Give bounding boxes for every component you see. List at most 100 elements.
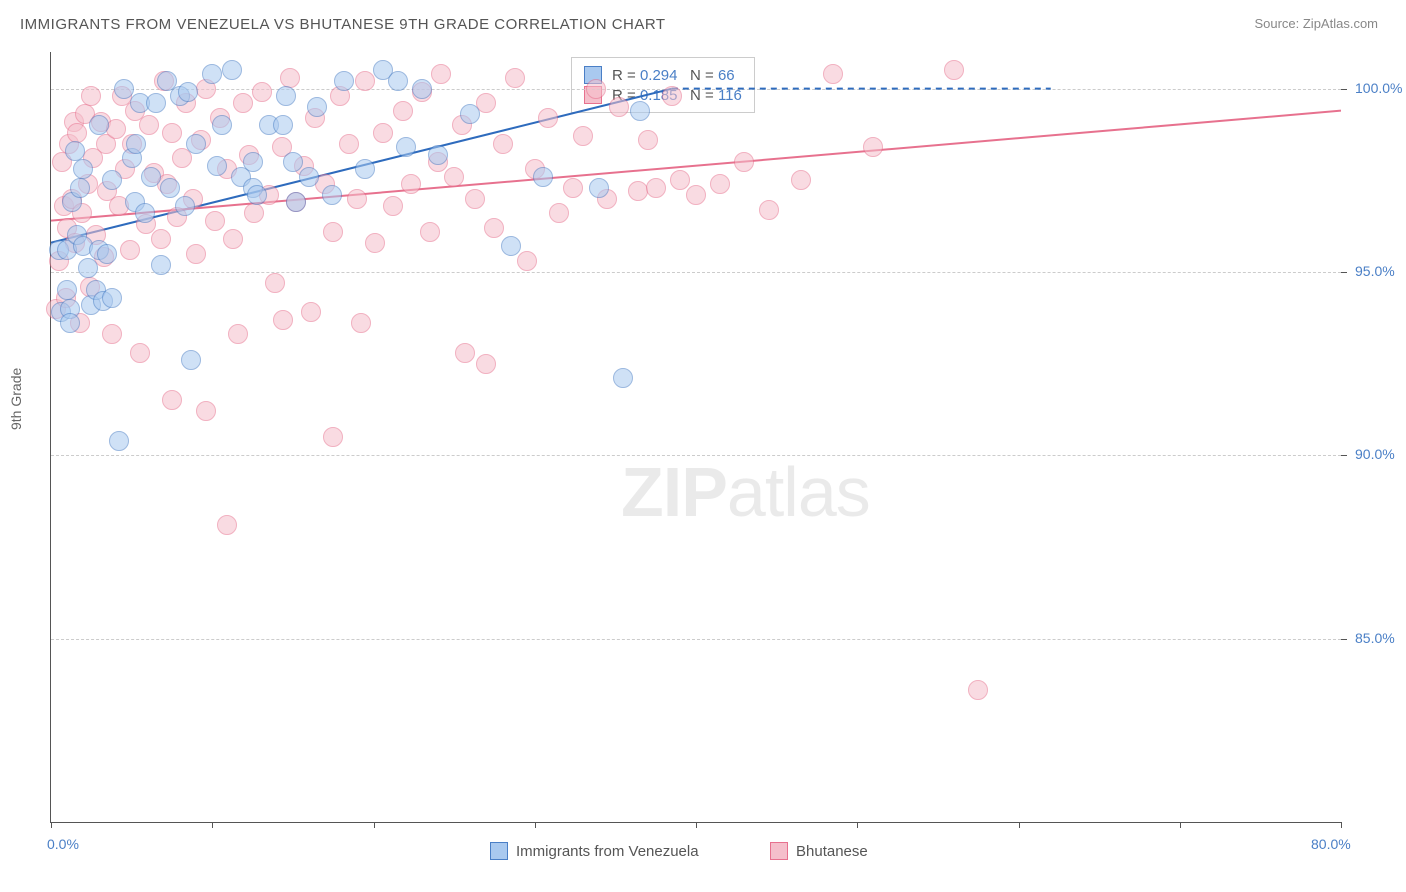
data-point-bhutanese	[638, 130, 658, 150]
data-point-venezuela	[141, 167, 161, 187]
data-point-venezuela	[135, 203, 155, 223]
data-point-venezuela	[283, 152, 303, 172]
x-tick	[51, 822, 52, 828]
data-point-venezuela	[412, 79, 432, 99]
data-point-bhutanese	[383, 196, 403, 216]
data-point-bhutanese	[431, 64, 451, 84]
data-point-venezuela	[109, 431, 129, 451]
stats-text: R = 0.294 N = 66	[612, 67, 735, 84]
data-point-bhutanese	[186, 244, 206, 264]
data-point-bhutanese	[130, 343, 150, 363]
data-point-bhutanese	[273, 310, 293, 330]
y-tick	[1341, 455, 1347, 456]
y-tick-label: 85.0%	[1355, 630, 1395, 646]
x-tick	[696, 822, 697, 828]
data-point-bhutanese	[102, 324, 122, 344]
data-point-bhutanese	[393, 101, 413, 121]
data-point-bhutanese	[244, 203, 264, 223]
data-point-bhutanese	[280, 68, 300, 88]
data-point-bhutanese	[628, 181, 648, 201]
data-point-bhutanese	[573, 126, 593, 146]
data-point-bhutanese	[347, 189, 367, 209]
gridline-h	[51, 639, 1341, 640]
data-point-bhutanese	[734, 152, 754, 172]
data-point-venezuela	[126, 134, 146, 154]
data-point-venezuela	[396, 137, 416, 157]
x-tick	[1341, 822, 1342, 828]
legend-label: Bhutanese	[796, 843, 868, 860]
data-point-bhutanese	[401, 174, 421, 194]
swatch-bhutanese	[770, 842, 788, 860]
data-point-bhutanese	[223, 229, 243, 249]
data-point-venezuela	[97, 244, 117, 264]
gridline-h	[51, 455, 1341, 456]
data-point-venezuela	[307, 97, 327, 117]
legend-item-venezuela: Immigrants from Venezuela	[490, 842, 699, 860]
data-point-bhutanese	[217, 515, 237, 535]
y-tick	[1341, 272, 1347, 273]
data-point-bhutanese	[81, 86, 101, 106]
data-point-venezuela	[355, 159, 375, 179]
legend-item-bhutanese: Bhutanese	[770, 842, 868, 860]
data-point-bhutanese	[646, 178, 666, 198]
data-point-venezuela	[460, 104, 480, 124]
watermark-rest: atlas	[727, 453, 870, 531]
data-point-bhutanese	[373, 123, 393, 143]
x-tick	[374, 822, 375, 828]
data-point-bhutanese	[586, 79, 606, 99]
data-point-bhutanese	[67, 123, 87, 143]
data-point-venezuela	[181, 350, 201, 370]
data-point-venezuela	[102, 288, 122, 308]
y-tick	[1341, 89, 1347, 90]
data-point-bhutanese	[162, 390, 182, 410]
data-point-venezuela	[212, 115, 232, 135]
data-point-venezuela	[630, 101, 650, 121]
y-tick	[1341, 639, 1347, 640]
data-point-bhutanese	[484, 218, 504, 238]
x-tick	[1180, 822, 1181, 828]
data-point-venezuela	[222, 60, 242, 80]
chart-title: IMMIGRANTS FROM VENEZUELA VS BHUTANESE 9…	[20, 16, 666, 33]
legend-label: Immigrants from Venezuela	[516, 843, 699, 860]
data-point-bhutanese	[662, 86, 682, 106]
data-point-venezuela	[186, 134, 206, 154]
data-point-bhutanese	[351, 313, 371, 333]
stats-row-venezuela: R = 0.294 N = 66	[584, 66, 742, 84]
y-tick-label: 95.0%	[1355, 263, 1395, 279]
data-point-bhutanese	[505, 68, 525, 88]
data-point-venezuela	[533, 167, 553, 187]
data-point-bhutanese	[420, 222, 440, 242]
data-point-venezuela	[501, 236, 521, 256]
data-point-bhutanese	[944, 60, 964, 80]
data-point-bhutanese	[863, 137, 883, 157]
data-point-venezuela	[114, 79, 134, 99]
data-point-bhutanese	[476, 354, 496, 374]
data-point-bhutanese	[205, 211, 225, 231]
data-point-bhutanese	[609, 97, 629, 117]
data-point-bhutanese	[823, 64, 843, 84]
data-point-bhutanese	[493, 134, 513, 154]
data-point-venezuela	[589, 178, 609, 198]
data-point-bhutanese	[517, 251, 537, 271]
data-point-bhutanese	[759, 200, 779, 220]
data-point-venezuela	[70, 178, 90, 198]
data-point-bhutanese	[339, 134, 359, 154]
x-tick-label: 80.0%	[1311, 836, 1351, 852]
data-point-bhutanese	[120, 240, 140, 260]
data-point-bhutanese	[455, 343, 475, 363]
data-point-venezuela	[160, 178, 180, 198]
data-point-bhutanese	[228, 324, 248, 344]
data-point-bhutanese	[686, 185, 706, 205]
watermark: ZIPatlas	[621, 452, 870, 532]
data-point-venezuela	[151, 255, 171, 275]
data-point-bhutanese	[465, 189, 485, 209]
data-point-bhutanese	[563, 178, 583, 198]
data-point-bhutanese	[196, 401, 216, 421]
x-tick	[857, 822, 858, 828]
data-point-venezuela	[102, 170, 122, 190]
gridline-h	[51, 89, 1341, 90]
data-point-venezuela	[202, 64, 222, 84]
x-tick	[1019, 822, 1020, 828]
data-point-bhutanese	[252, 82, 272, 102]
data-point-bhutanese	[323, 427, 343, 447]
